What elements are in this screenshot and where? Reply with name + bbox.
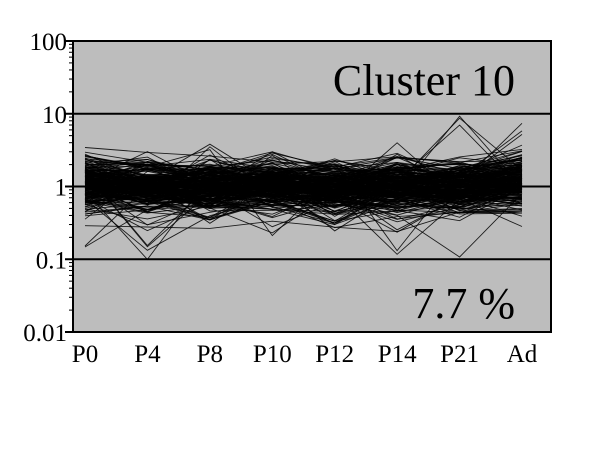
y-tick-label: 100 [30,29,68,56]
x-axis: P0 P4 P8 P10 P12 P14 P21 Ad [72,341,538,368]
x-tick-label: P8 [197,341,223,368]
x-tick-label: P21 [440,341,479,368]
percent-label: 7.7 % [412,279,515,328]
series-line [84,183,523,251]
x-tick-label: P12 [315,341,354,368]
y-tick-label: 10 [42,102,67,129]
y-tick-label: 1 [55,175,68,202]
series-line [84,167,523,191]
series-line [84,182,523,222]
series-line [84,193,523,221]
x-tick-label: Ad [507,341,538,368]
y-tick-label: 0.1 [36,247,67,274]
series-line [84,158,523,189]
series-line [84,151,523,211]
y-axis: 0.01 0.1 1 10 100 [23,29,74,347]
series-line [84,168,523,204]
x-tick-label: P4 [134,341,161,368]
y-tick-label: 0.01 [23,320,67,347]
x-tick-label: P14 [378,341,417,368]
series-line [84,188,523,207]
series-line [84,176,523,199]
series-lines [84,115,523,261]
x-tick-label: P0 [72,341,98,368]
series-line [84,208,523,232]
x-tick-label: P10 [253,341,292,368]
series-line [84,189,523,258]
series-line [84,170,523,196]
cluster-label: Cluster 10 [333,56,515,105]
